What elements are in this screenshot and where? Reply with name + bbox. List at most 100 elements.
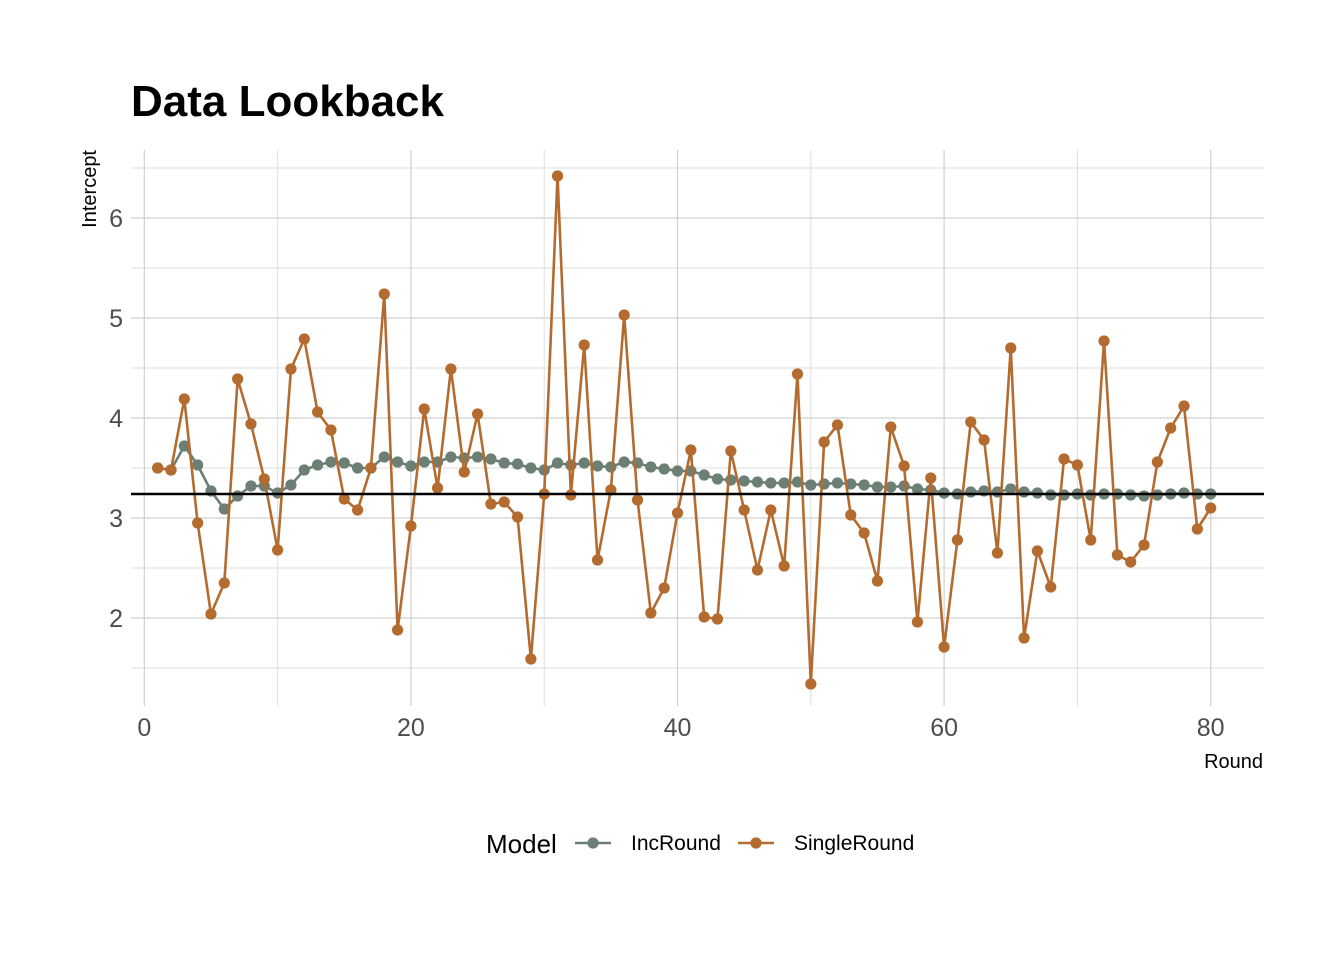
data-point [245, 480, 257, 492]
data-point [671, 465, 684, 477]
data-point [152, 462, 164, 474]
data-point [498, 457, 510, 469]
series-layer [152, 170, 1217, 690]
data-point [711, 473, 724, 485]
data-point [551, 170, 564, 182]
data-point [618, 456, 630, 468]
data-point [272, 544, 284, 556]
data-point [1138, 490, 1150, 502]
data-point [591, 554, 604, 566]
data-point [738, 475, 750, 487]
data-point [365, 462, 377, 474]
data-point [551, 457, 564, 469]
data-point [778, 477, 790, 489]
x-tick-label: 40 [664, 714, 692, 742]
data-point [165, 464, 177, 476]
data-point [312, 459, 324, 471]
data-point [391, 456, 404, 468]
data-point [192, 459, 204, 471]
data-point [1018, 632, 1030, 644]
legend: Model IncRound SingleRound [486, 829, 914, 859]
x-tick-label: 60 [930, 714, 958, 742]
data-point [298, 464, 310, 476]
x-tick-label: 20 [397, 714, 425, 742]
data-point [658, 463, 670, 475]
data-point [858, 479, 870, 491]
data-point [205, 608, 217, 620]
series-line [157, 174, 1212, 686]
data-point [338, 493, 350, 505]
data-point [645, 607, 657, 619]
data-point [845, 478, 857, 490]
legend-key-point [587, 837, 599, 849]
data-point [1085, 534, 1097, 546]
data-point [698, 611, 710, 623]
data-point [751, 476, 764, 488]
data-point [431, 482, 444, 494]
data-point [498, 496, 510, 508]
data-point [338, 457, 350, 469]
data-point [325, 424, 337, 436]
data-point [471, 408, 484, 420]
data-point [192, 517, 204, 529]
data-point [991, 547, 1004, 559]
data-point [232, 373, 244, 385]
data-point [805, 678, 817, 690]
data-point [765, 477, 777, 489]
data-point [458, 466, 470, 478]
data-point [751, 564, 764, 576]
data-point [925, 472, 937, 484]
data-point [725, 474, 737, 486]
data-point [1071, 459, 1083, 471]
series-SingleRound [152, 170, 1217, 690]
data-point [218, 577, 230, 589]
data-point [871, 481, 884, 493]
data-point [445, 363, 457, 375]
data-point [951, 534, 964, 546]
data-point [1045, 581, 1057, 593]
data-point [352, 462, 364, 474]
data-point [871, 575, 884, 587]
data-point [911, 616, 924, 628]
data-point [1018, 486, 1030, 498]
legend-item-IncRound: IncRound [575, 832, 721, 855]
data-point [325, 456, 337, 468]
data-point [858, 527, 870, 539]
grid [131, 150, 1264, 706]
data-point [818, 478, 830, 490]
data-point [418, 403, 430, 415]
data-point [605, 461, 617, 473]
data-point [645, 461, 657, 473]
data-point [978, 434, 990, 446]
data-point [418, 456, 430, 468]
data-point [765, 504, 777, 516]
data-point [685, 444, 697, 456]
data-point [778, 560, 790, 572]
legend-key-point [750, 837, 762, 849]
data-point [618, 309, 630, 321]
data-point [698, 469, 710, 481]
data-point [445, 451, 457, 463]
data-point [178, 440, 190, 452]
y-tick-label: 4 [109, 405, 123, 433]
data-point [1165, 422, 1177, 434]
data-point [378, 451, 390, 463]
data-point [965, 416, 977, 428]
y-tick-label: 3 [109, 505, 123, 533]
data-point [658, 582, 670, 594]
data-point [1058, 453, 1070, 465]
data-point [898, 480, 910, 492]
data-point [405, 460, 417, 472]
data-point [391, 624, 404, 636]
y-tick-label: 2 [109, 605, 123, 633]
legend-item-SingleRound: SingleRound [738, 832, 914, 855]
data-point [911, 483, 924, 495]
data-point [831, 419, 844, 431]
y-tick-label: 6 [109, 205, 123, 233]
data-point [298, 333, 310, 345]
chart-title: Data Lookback [131, 77, 445, 126]
data-point [578, 339, 590, 351]
legend-title: Model [486, 829, 557, 859]
data-point [938, 641, 950, 653]
